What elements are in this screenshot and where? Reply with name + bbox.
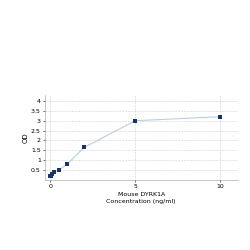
Y-axis label: OD: OD [22, 132, 28, 143]
X-axis label: Mouse DYRK1A
Concentration (ng/ml): Mouse DYRK1A Concentration (ng/ml) [106, 192, 176, 203]
